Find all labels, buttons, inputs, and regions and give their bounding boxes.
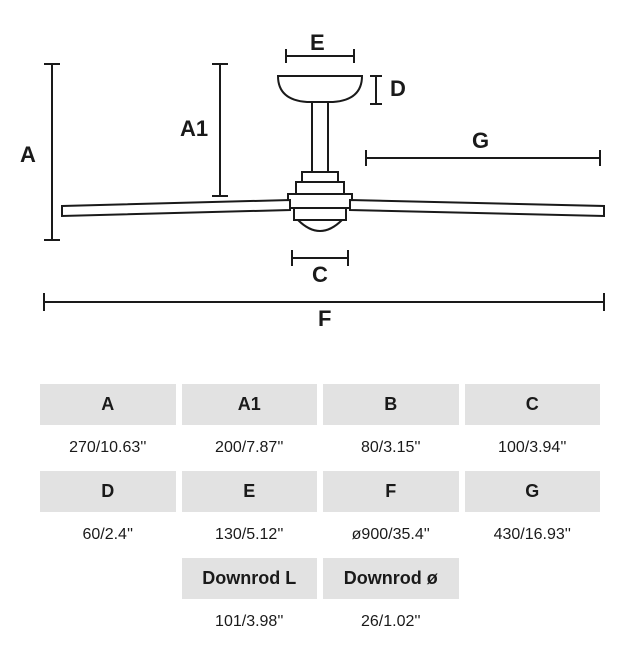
value-cell: 130/5.12'' <box>182 516 318 554</box>
header-cell: F <box>323 471 459 512</box>
value-cell: 60/2.4'' <box>40 516 176 554</box>
value-cell: ø900/35.4'' <box>323 516 459 554</box>
table-row: 101/3.98'' 26/1.02'' <box>40 603 600 641</box>
label-f: F <box>318 306 331 332</box>
table-row: 60/2.4'' 130/5.12'' ø900/35.4'' 430/16.9… <box>40 516 600 554</box>
value-cell: 100/3.94'' <box>465 429 601 467</box>
label-a1: A1 <box>180 116 208 142</box>
value-cell: 101/3.98'' <box>182 603 318 641</box>
header-cell: G <box>465 471 601 512</box>
value-cell: 200/7.87'' <box>182 429 318 467</box>
label-c: C <box>312 262 328 288</box>
table-row: Downrod L Downrod ø <box>40 558 600 599</box>
label-a: A <box>20 142 36 168</box>
header-cell: C <box>465 384 601 425</box>
header-cell: A1 <box>182 384 318 425</box>
value-cell: 270/10.63'' <box>40 429 176 467</box>
header-cell: Downrod L <box>182 558 318 599</box>
label-d: D <box>390 76 406 102</box>
header-cell: E <box>182 471 318 512</box>
table-row: A A1 B C <box>40 384 600 425</box>
header-cell: A <box>40 384 176 425</box>
value-cell: 26/1.02'' <box>323 603 459 641</box>
label-g: G <box>472 128 489 154</box>
value-cell: 430/16.93'' <box>465 516 601 554</box>
header-cell: B <box>323 384 459 425</box>
header-cell: Downrod ø <box>323 558 459 599</box>
dimensions-table: A A1 B C 270/10.63'' 200/7.87'' 80/3.15'… <box>40 384 600 645</box>
fan-dimension-diagram: A A1 E D G C F <box>0 0 640 340</box>
header-cell: D <box>40 471 176 512</box>
table-row: D E F G <box>40 471 600 512</box>
table-row: 270/10.63'' 200/7.87'' 80/3.15'' 100/3.9… <box>40 429 600 467</box>
label-e: E <box>310 30 325 56</box>
value-cell: 80/3.15'' <box>323 429 459 467</box>
